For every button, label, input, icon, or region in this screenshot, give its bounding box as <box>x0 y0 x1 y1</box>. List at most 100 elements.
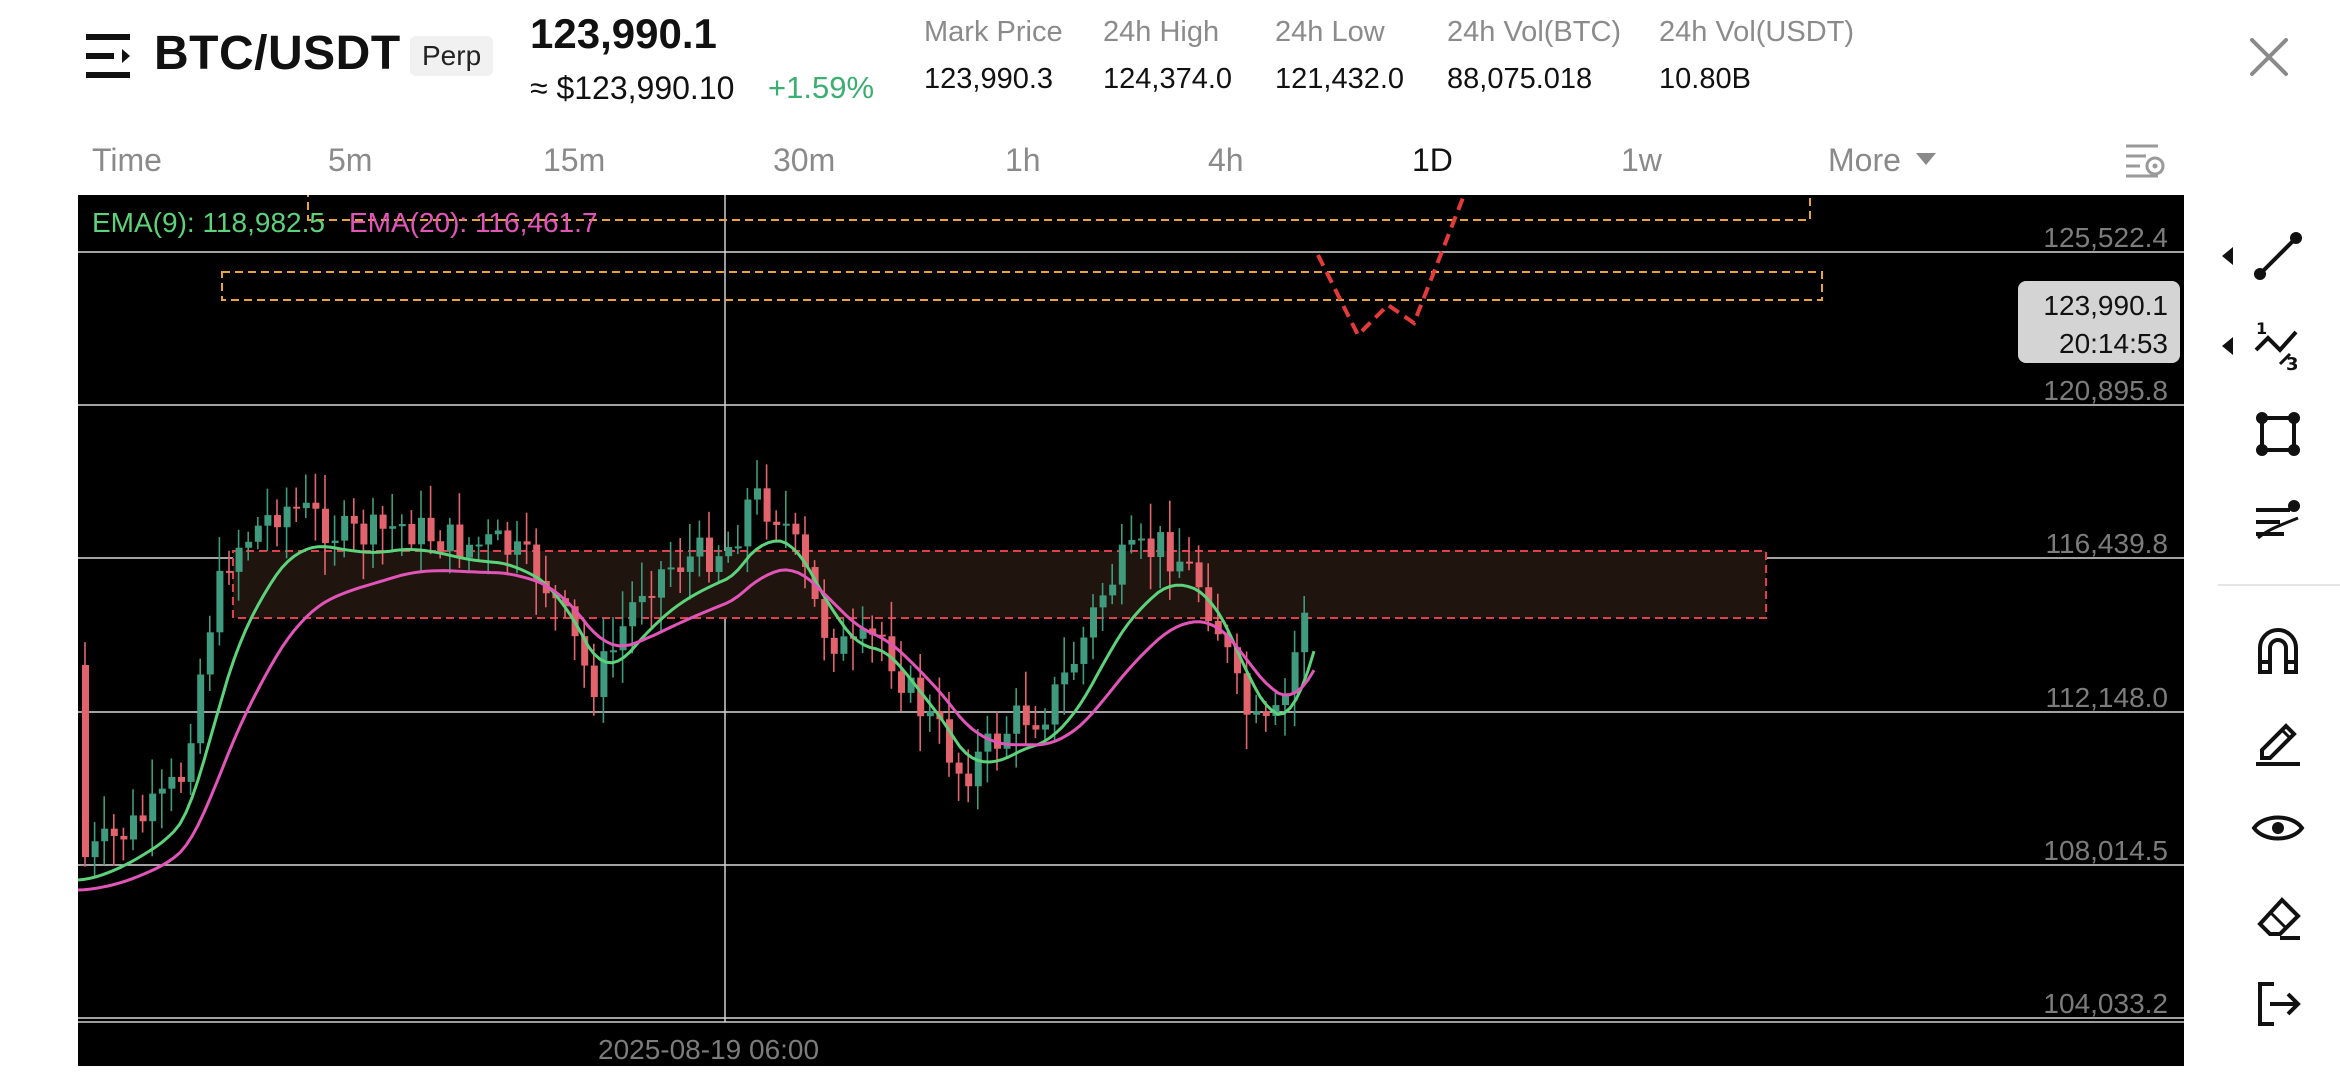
candle-body <box>1243 673 1251 715</box>
magnet-icon[interactable] <box>2250 622 2306 678</box>
candle-body <box>226 570 233 573</box>
candle-body <box>763 488 771 522</box>
price-axis-label: 125,522.4 <box>2043 222 2168 253</box>
candle-body <box>1253 711 1261 715</box>
candle-body <box>926 711 934 717</box>
candle-body <box>1195 562 1203 588</box>
pair-title[interactable]: BTC/USDT <box>154 27 401 80</box>
chart-canvas <box>78 195 2184 1023</box>
eraser-icon[interactable] <box>2250 888 2306 944</box>
candle-body <box>302 502 310 509</box>
candle-body <box>1118 544 1126 585</box>
ema9-label: EMA(9): 118,982.5 <box>92 207 325 238</box>
resistance-zone-upper <box>307 195 1811 221</box>
candle-body <box>418 517 425 545</box>
stat-24h-low: 24h Low 121,432.0 <box>1275 16 1404 96</box>
tab-30m[interactable]: 30m <box>773 142 836 178</box>
pencil-icon[interactable] <box>2250 712 2306 768</box>
stat-24h-vol-btc: 24h Vol(BTC) 88,075.018 <box>1447 16 1621 96</box>
candle-body <box>523 541 531 545</box>
caret-down-icon[interactable] <box>1916 153 1936 165</box>
tab-15m[interactable]: 15m <box>543 142 606 178</box>
close-icon[interactable] <box>2244 32 2294 82</box>
stat-24h-vol-usdt: 24h Vol(USDT) 10.80B <box>1659 16 1854 96</box>
candle-body <box>206 632 214 675</box>
svg-text:1: 1 <box>2256 319 2267 338</box>
shape-icon[interactable] <box>2250 406 2306 462</box>
candle-body <box>610 650 617 653</box>
candle-body <box>1109 584 1117 596</box>
candle-body <box>408 524 416 545</box>
stat-value: 124,374.0 <box>1103 63 1233 95</box>
candle-body <box>878 634 886 637</box>
usd-approx-price: ≈ $123,990.10 <box>530 70 735 106</box>
candle-body <box>139 815 147 822</box>
candle-body <box>629 602 637 627</box>
candle-body <box>1147 538 1155 558</box>
candle-body <box>734 546 742 549</box>
candle-body <box>437 541 445 552</box>
candle-body <box>830 637 838 654</box>
candle-body <box>264 515 272 526</box>
current-price-tag: 123,990.1 20:14:53 <box>2018 281 2180 363</box>
candle-body <box>667 567 675 570</box>
stat-value: 88,075.018 <box>1447 63 1593 95</box>
candle-body <box>821 599 829 638</box>
candle-body <box>898 671 905 693</box>
candle-body <box>379 514 387 529</box>
tab-5m[interactable]: 5m <box>328 142 373 178</box>
candle-body <box>1157 532 1165 558</box>
expand-caret-icon[interactable] <box>2222 247 2233 265</box>
candle-body <box>533 544 541 581</box>
tab-more[interactable]: More <box>1828 142 1901 178</box>
candle-body <box>1138 538 1145 541</box>
candle-body <box>907 677 915 693</box>
candle-body <box>686 556 694 572</box>
candle-body <box>1099 595 1107 608</box>
candle-body <box>1166 532 1174 572</box>
candle-body <box>216 570 224 633</box>
candle-body <box>581 636 589 666</box>
tab-4h[interactable]: 4h <box>1208 142 1244 178</box>
change-percent: +1.59% <box>768 70 875 105</box>
stat-value: 10.80B <box>1659 63 1751 95</box>
candle-body <box>1090 607 1097 638</box>
candlestick-chart[interactable]: EMA(9): 118,982.5 EMA(20): 116,461.7 125,… <box>78 195 2184 1066</box>
candle-body <box>1042 724 1049 730</box>
stat-label: 24h Low <box>1275 16 1385 48</box>
candle-body <box>312 502 320 509</box>
crosshair-date-label: 2025-08-19 06:00 <box>598 1034 820 1065</box>
candle-body <box>773 521 781 526</box>
stat-mark-price: Mark Price 123,990.3 <box>924 16 1063 96</box>
candle-body <box>331 540 339 544</box>
exit-icon[interactable] <box>2250 976 2306 1032</box>
price-axis-label: 104,033.2 <box>2043 988 2168 1019</box>
chart-settings-icon[interactable] <box>2124 142 2166 182</box>
candle-body <box>274 515 281 528</box>
candle-body <box>974 751 982 787</box>
candle-body <box>590 665 598 698</box>
candle-body <box>744 499 752 547</box>
candle-body <box>130 815 137 840</box>
candle-body <box>782 523 790 526</box>
candle-body <box>360 523 368 545</box>
candle-body <box>1272 705 1280 716</box>
price-axis-label: 116,439.8 <box>2045 528 2169 559</box>
ema-legend: EMA(9): 118,982.5 EMA(20): 116,461.7 <box>92 207 597 239</box>
support-zone <box>232 550 1767 619</box>
tab-1h[interactable]: 1h <box>1005 142 1041 178</box>
menu-icon[interactable] <box>86 34 136 78</box>
indicator-icon[interactable] <box>2250 494 2306 550</box>
stat-value: 121,432.0 <box>1275 63 1405 95</box>
candle-body <box>619 626 627 651</box>
eye-icon[interactable] <box>2250 800 2306 856</box>
tab-time[interactable]: Time <box>92 142 162 178</box>
candle-body <box>293 506 301 509</box>
trend-line-icon[interactable] <box>2250 228 2306 284</box>
tab-1w[interactable]: 1w <box>1621 142 1662 178</box>
candle-body <box>658 569 665 598</box>
tab-1d[interactable]: 1D <box>1412 142 1453 178</box>
candle-body <box>802 534 809 568</box>
expand-caret-icon[interactable] <box>2222 337 2233 355</box>
